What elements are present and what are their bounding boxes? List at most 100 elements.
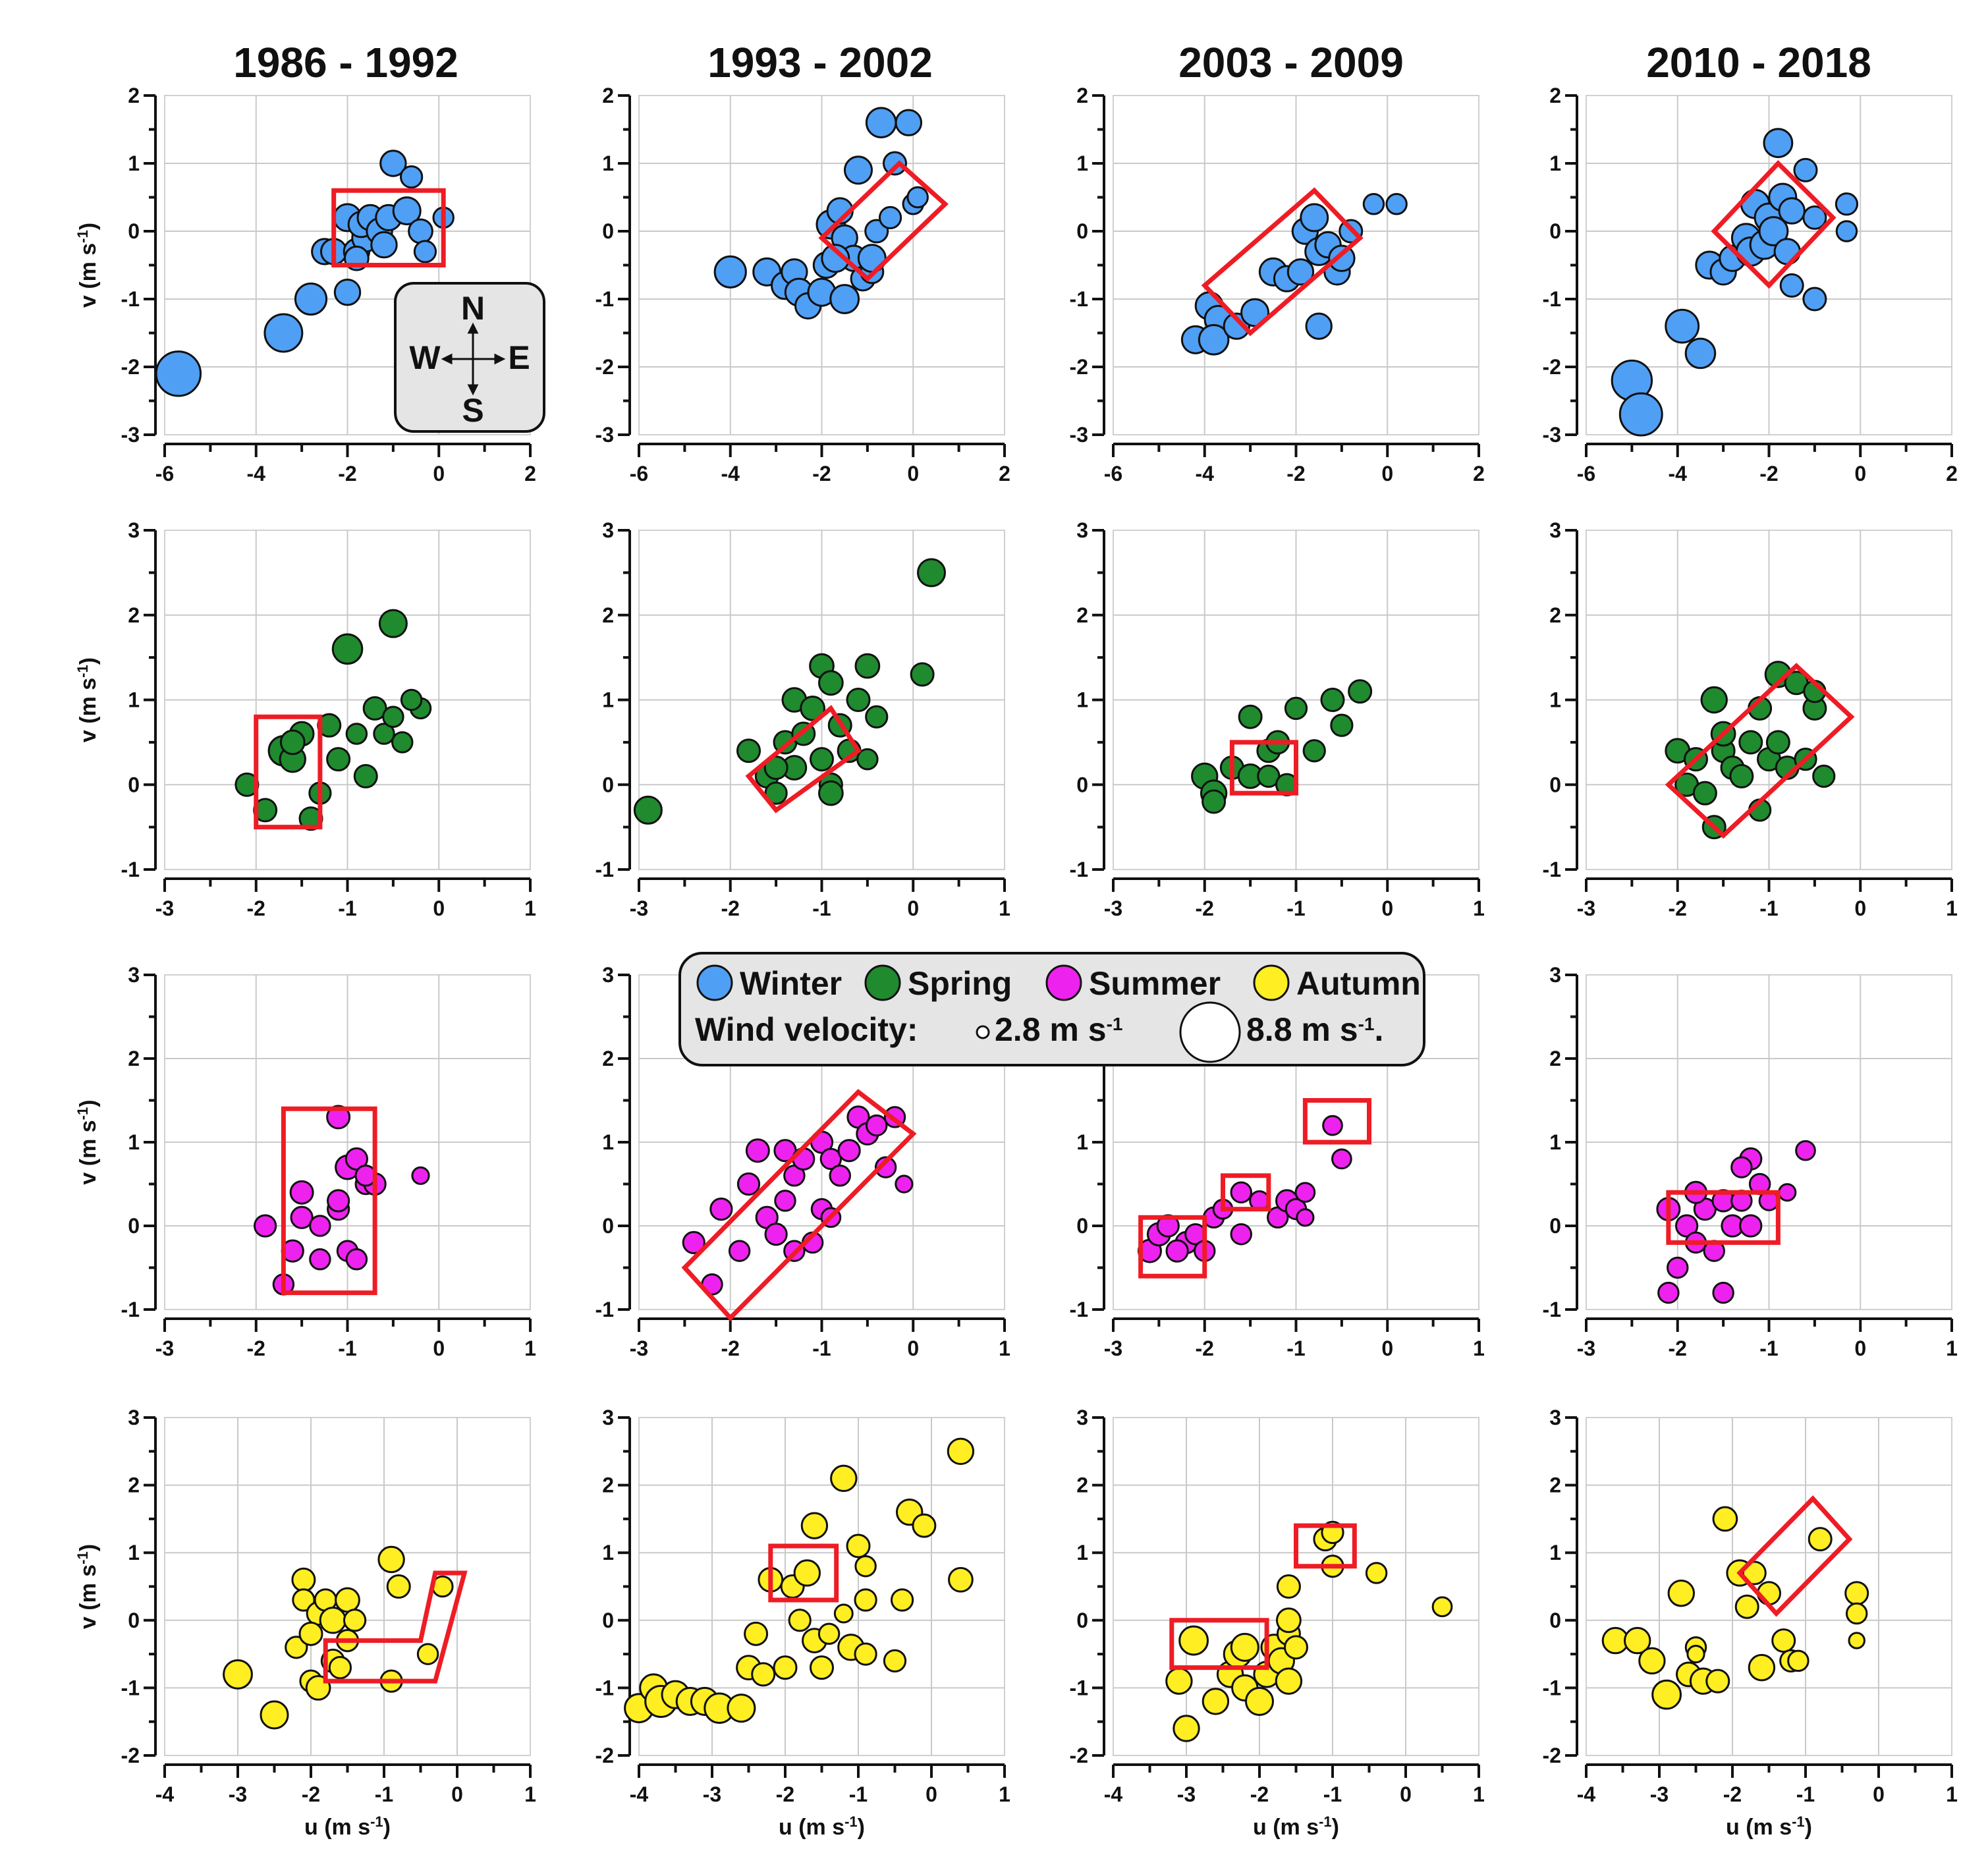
- compass-south: S: [462, 392, 483, 429]
- x-tick-label: -2: [1286, 462, 1305, 485]
- legend-label: Spring: [908, 965, 1012, 1002]
- y-tick-label: 3: [602, 1406, 614, 1429]
- y-tick-label: -1: [121, 1676, 140, 1699]
- data-point: [1276, 1574, 1301, 1599]
- data-point: [1300, 203, 1329, 233]
- x-tick-label: -2: [247, 897, 265, 920]
- data-point: [291, 1567, 316, 1592]
- data-point: [1165, 1667, 1193, 1695]
- plot-frame: [1113, 1417, 1479, 1756]
- x-tick-label: -3: [1104, 1337, 1122, 1360]
- data-point: [1844, 1581, 1869, 1606]
- data-point: [373, 723, 395, 745]
- y-tick-label: 3: [1076, 1406, 1088, 1429]
- data-point: [817, 1622, 841, 1645]
- legend-label: Summer: [1089, 965, 1221, 1002]
- y-tick-label: -1: [595, 1298, 614, 1321]
- data-point: [817, 780, 844, 806]
- legend-items: Winter Spring Summer Autumn: [696, 964, 1421, 1002]
- data-point: [633, 795, 663, 825]
- data-point: [1331, 1148, 1352, 1170]
- legend-label: Winter: [740, 965, 842, 1002]
- x-tick-label: -6: [155, 462, 174, 485]
- legend-large-label: 8.8 m s-1.: [1246, 1011, 1383, 1048]
- data-point: [1348, 679, 1373, 704]
- cluster-box: [1302, 1098, 1371, 1145]
- x-tick-label: -4: [247, 462, 266, 485]
- data-point: [345, 723, 368, 745]
- x-tick-label: 1: [1473, 1337, 1485, 1360]
- y-axis-title-sup: -1: [74, 230, 91, 243]
- data-point: [386, 1574, 411, 1599]
- x-axis-title: u (m s-1): [1726, 1813, 1812, 1840]
- cluster-box: [681, 1089, 917, 1321]
- data-point: [379, 150, 407, 177]
- cluster-box: [281, 1106, 377, 1296]
- y-tick-label: 1: [128, 1130, 140, 1154]
- data-point: [289, 1180, 314, 1205]
- x-axis-title-sup: -1: [844, 1813, 858, 1830]
- legend-size-large-icon: [1179, 1001, 1241, 1063]
- x-tick-label: -3: [1577, 897, 1595, 920]
- data-point: [1286, 258, 1315, 286]
- y-tick-label: 2: [1549, 603, 1561, 627]
- y-tick-label: 0: [602, 1214, 614, 1238]
- data-point: [1771, 1628, 1796, 1653]
- data-point: [1712, 1506, 1738, 1532]
- y-tick-label: 2: [602, 1047, 614, 1070]
- legend-item-autumn: Autumn: [1253, 964, 1421, 1002]
- x-tick-label: 0: [1381, 897, 1393, 920]
- x-tick-label: -3: [229, 1782, 247, 1806]
- data-point: [1793, 157, 1818, 182]
- y-tick-label: 1: [1076, 1130, 1088, 1154]
- x-tick-label: 0: [925, 1782, 937, 1806]
- data-point: [362, 696, 387, 721]
- x-tick-label: -6: [630, 462, 648, 485]
- data-point: [1638, 1647, 1666, 1675]
- data-point: [400, 165, 424, 189]
- data-point: [279, 729, 306, 756]
- data-point: [1330, 713, 1354, 737]
- y-tick-label: 1: [1076, 688, 1088, 712]
- legend-swatch-icon: [1045, 964, 1082, 1001]
- data-point: [1302, 739, 1326, 763]
- legend-label: Autumn: [1296, 965, 1421, 1002]
- data-point: [1173, 1715, 1200, 1742]
- data-point: [1763, 128, 1794, 159]
- data-point: [1758, 216, 1789, 246]
- legend-large-sup: -1: [1358, 1014, 1375, 1034]
- y-tick-label: 0: [128, 1609, 140, 1632]
- cluster-box: [1711, 159, 1837, 289]
- x-tick-label: -3: [155, 1337, 174, 1360]
- data-point: [285, 1636, 308, 1659]
- data-point: [1712, 1281, 1734, 1304]
- data-point: [343, 1609, 367, 1632]
- plot-frame: [164, 1417, 531, 1756]
- x-tick-label: -1: [1286, 897, 1305, 920]
- data-point: [1431, 1596, 1453, 1618]
- data-point: [378, 609, 408, 638]
- x-tick-label: -1: [812, 1337, 831, 1360]
- y-tick-label: 0: [1076, 1214, 1088, 1238]
- y-tick-label: 2: [602, 603, 614, 627]
- y-tick-label: -3: [121, 423, 140, 447]
- compass-north: N: [461, 290, 485, 327]
- data-point: [1362, 193, 1385, 215]
- y-tick-label: -2: [121, 355, 140, 379]
- data-point: [1778, 197, 1806, 225]
- x-tick-label: -1: [1286, 1337, 1305, 1360]
- data-point: [413, 240, 437, 263]
- x-tick-label: 2: [524, 462, 536, 485]
- column-title-2: 1993 - 2002: [707, 39, 933, 86]
- x-tick-label: -4: [721, 462, 740, 485]
- x-tick-label: 2: [1473, 462, 1485, 485]
- data-point: [1738, 730, 1763, 755]
- data-point: [1848, 1632, 1865, 1649]
- x-tick-label: 0: [433, 897, 445, 920]
- x-tick-label: 1: [524, 1337, 536, 1360]
- x-tick-label: -2: [1669, 897, 1687, 920]
- y-tick-label: 0: [128, 773, 140, 796]
- data-point: [854, 1642, 877, 1666]
- data-point: [792, 1147, 815, 1171]
